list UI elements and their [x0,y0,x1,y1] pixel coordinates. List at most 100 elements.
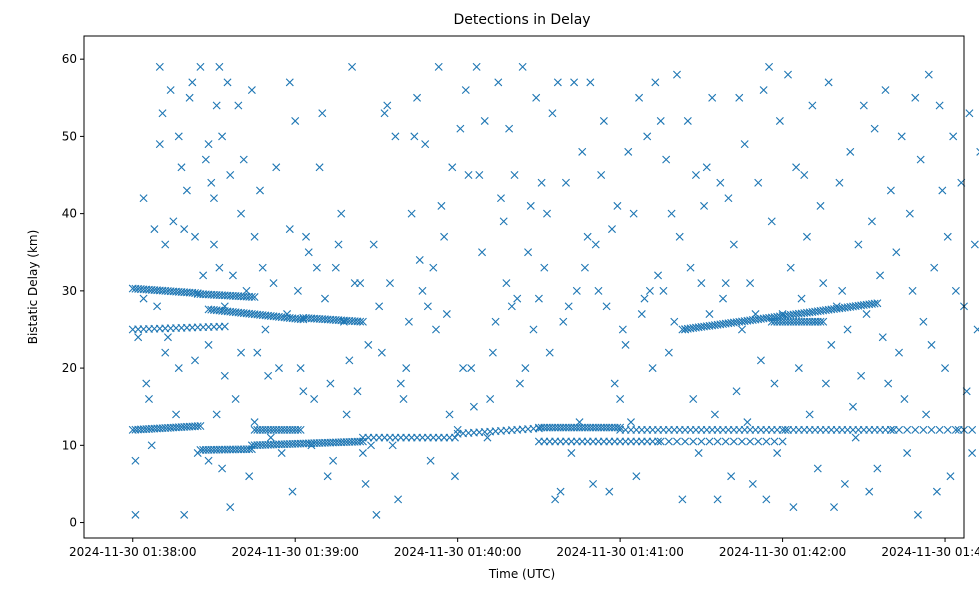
x-marker [234,101,243,110]
x-marker [800,171,809,180]
x-marker [765,62,774,71]
x-marker [794,364,803,373]
x-marker [784,70,792,79]
x-tick-label: 2024-11-30 01:38:00 [69,545,196,559]
x-marker [142,379,151,388]
x-marker [245,472,254,481]
x-marker [662,155,671,164]
x-marker [450,472,459,481]
x-marker [540,263,549,272]
x-marker [976,147,979,156]
x-marker [231,394,240,403]
x-marker [472,62,481,71]
x-marker [973,325,979,334]
x-marker [651,78,660,87]
x-marker [413,93,422,102]
x-marker [819,317,828,326]
x-marker [191,356,200,365]
x-marker [943,232,952,241]
x-marker [483,433,492,442]
x-marker [670,317,679,326]
x-marker [391,132,400,141]
x-marker [193,449,202,458]
x-marker [532,93,541,102]
x-marker [773,449,782,458]
x-marker [296,425,305,434]
x-marker [144,394,153,403]
x-marker [478,248,487,257]
x-marker [903,449,912,458]
x-marker [811,317,820,326]
x-marker [597,171,606,180]
x-marker [951,425,960,434]
x-marker [824,78,833,87]
x-marker [770,379,779,388]
x-marker [654,271,663,280]
x-marker [153,302,162,311]
x-marker [337,209,346,218]
x-marker [226,503,235,512]
x-marker [191,232,200,241]
x-marker [851,433,860,442]
x-marker [721,437,730,446]
x-marker [821,379,830,388]
x-marker [792,163,801,172]
x-marker [559,317,568,326]
x-marker [648,364,657,373]
x-marker [892,248,901,257]
x-marker [702,163,711,172]
x-marker [751,310,760,319]
x-marker [873,299,882,308]
x-marker [857,371,866,380]
x-marker [299,387,308,396]
x-marker [507,302,516,311]
x-marker [924,70,933,79]
x-marker [204,456,213,465]
x-marker [356,317,365,326]
plot-frame [83,35,965,539]
x-marker [621,340,630,349]
x-marker [767,217,776,226]
x-marker [756,356,765,365]
x-marker [464,171,473,180]
x-marker [469,402,478,411]
x-marker [139,294,148,303]
x-marker [897,132,906,141]
x-marker [134,333,143,342]
x-marker [174,364,183,373]
x-marker [886,425,895,434]
x-marker [691,171,700,180]
x-marker [369,240,378,249]
x-marker [889,425,898,434]
x-marker [245,445,254,454]
y-tick-label: 40 [62,207,77,221]
x-marker [575,418,584,427]
x-marker [385,279,394,288]
x-marker [304,248,313,257]
x-marker [551,495,560,504]
x-marker [442,310,451,319]
x-marker [716,178,725,187]
x-marker [832,302,841,311]
x-marker [459,364,468,373]
x-marker [429,263,438,272]
x-marker [735,93,744,102]
x-marker [434,62,443,71]
x-marker [199,271,208,280]
x-marker [637,310,646,319]
x-marker [754,437,763,446]
x-marker [878,333,887,342]
x-marker [838,286,847,295]
x-marker [656,116,665,125]
y-tick-label: 50 [62,129,77,143]
x-marker [970,240,979,249]
x-marker [965,109,974,118]
x-marker [667,209,676,218]
x-marker [402,364,411,373]
x-marker [518,62,527,71]
x-marker [876,271,885,280]
x-marker [526,201,535,210]
x-marker [331,263,340,272]
x-marker [886,186,895,195]
x-marker [781,425,790,434]
